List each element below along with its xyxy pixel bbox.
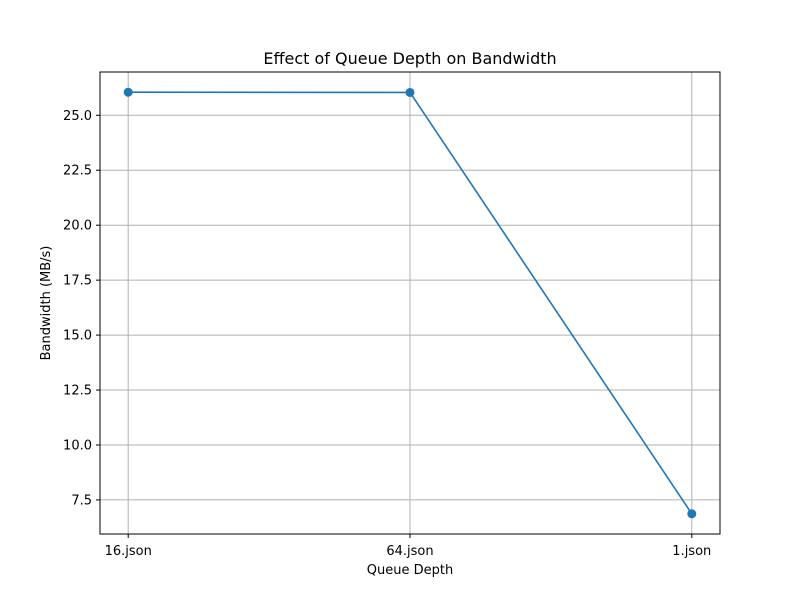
data-point xyxy=(687,509,697,519)
data-point xyxy=(405,87,415,97)
x-ticks: 16.json 64.json 1.json xyxy=(105,534,711,559)
y-tick-label: 7.5 xyxy=(71,493,92,508)
grid xyxy=(100,72,720,534)
x-tick-label: 16.json xyxy=(105,544,152,559)
chart-title: Effect of Queue Depth on Bandwidth xyxy=(263,49,556,68)
x-axis-label: Queue Depth xyxy=(367,563,453,578)
y-tick-label: 15.0 xyxy=(63,329,92,344)
x-tick-label: 1.json xyxy=(672,544,711,559)
data-point xyxy=(123,87,133,97)
y-tick-label: 20.0 xyxy=(63,219,92,234)
y-tick-label: 25.0 xyxy=(63,109,92,124)
y-tick-label: 10.0 xyxy=(63,438,92,453)
y-axis-label: Bandwidth (MB/s) xyxy=(39,246,54,361)
series xyxy=(123,87,697,519)
x-tick-label: 64.json xyxy=(386,544,433,559)
y-tick-label: 12.5 xyxy=(63,384,92,399)
y-tick-label: 22.5 xyxy=(63,164,92,179)
y-ticks: 7.5 10.0 12.5 15.0 17.5 20.0 22.5 25.0 xyxy=(63,109,100,508)
y-tick-label: 17.5 xyxy=(63,274,92,289)
